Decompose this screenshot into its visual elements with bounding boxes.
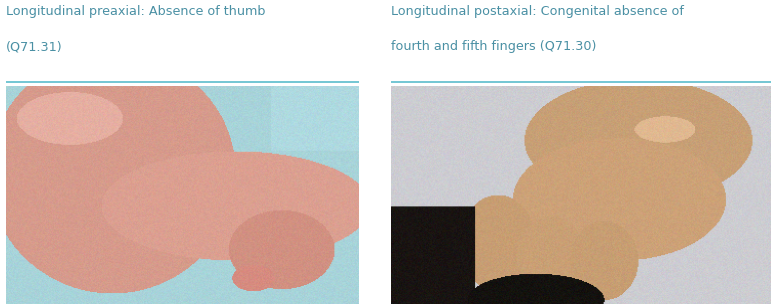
Text: (Q71.31): (Q71.31) [6, 40, 63, 53]
Text: Longitudinal postaxial: Congenital absence of: Longitudinal postaxial: Congenital absen… [391, 5, 684, 18]
Text: Longitudinal preaxial: Absence of thumb: Longitudinal preaxial: Absence of thumb [6, 5, 266, 18]
Text: fourth and fifth fingers (Q71.30): fourth and fifth fingers (Q71.30) [391, 40, 597, 53]
